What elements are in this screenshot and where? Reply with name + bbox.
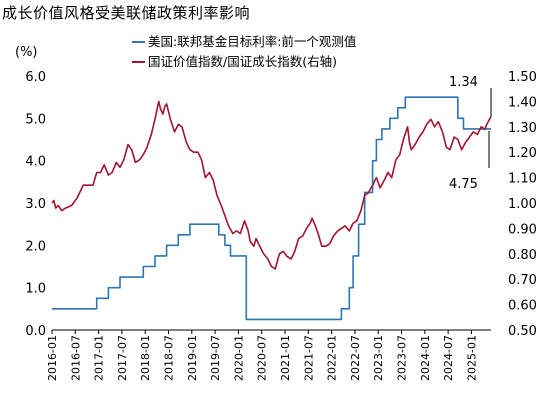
annotation-latest-ratio: 1.34 bbox=[449, 75, 478, 90]
annotation-latest-rate: 4.75 bbox=[449, 177, 478, 192]
x-tick-label: 2016-01 bbox=[46, 335, 59, 381]
right-y-tick-label: 1.00 bbox=[508, 197, 537, 212]
right-y-tick-label: 1.20 bbox=[508, 146, 537, 161]
x-tick-label: 2017-07 bbox=[116, 335, 129, 381]
legend-entry-value-growth-ratio: 国证价值指数/国证成长指数(右轴) bbox=[132, 52, 356, 72]
series-line-fed-rate bbox=[52, 96, 491, 321]
x-tick-label: 2018-01 bbox=[139, 335, 152, 381]
right-y-tick-label: 1.40 bbox=[508, 95, 537, 110]
left-y-tick-label: 4.0 bbox=[25, 155, 46, 170]
right-y-tick-label: 1.50 bbox=[508, 70, 537, 85]
x-tick-label: 2022-07 bbox=[349, 335, 362, 381]
legend-swatch-value-growth-ratio bbox=[132, 61, 145, 63]
x-tick-label: 2023-07 bbox=[396, 335, 409, 381]
right-y-tick-label: 1.10 bbox=[508, 172, 537, 187]
legend-label-fed-rate: 美国:联邦基金目标利率:前一个观测值 bbox=[148, 34, 357, 49]
x-tick-label: 2024-07 bbox=[442, 335, 455, 381]
x-tick-label: 2019-07 bbox=[209, 335, 222, 381]
series-line-value-growth-ratio bbox=[51, 100, 492, 270]
right-y-tick-label: 0.80 bbox=[508, 248, 537, 263]
x-tick-label: 2024-01 bbox=[419, 335, 432, 381]
legend-label-value-growth-ratio: 国证价值指数/国证成长指数(右轴) bbox=[148, 54, 337, 69]
legend-entry-fed-rate: 美国:联邦基金目标利率:前一个观测值 bbox=[132, 32, 356, 52]
x-tick-label: 2023-01 bbox=[372, 335, 385, 381]
right-y-tick-label: 0.90 bbox=[508, 222, 537, 237]
left-y-tick-label: 5.0 bbox=[25, 112, 46, 127]
left-y-tick-label: 0.0 bbox=[25, 324, 46, 339]
right-y-tick-label: 0.70 bbox=[508, 273, 537, 288]
right-y-tick-label: 0.50 bbox=[508, 324, 537, 339]
chart-title: 成长价值风格受美联储政策利率影响 bbox=[2, 4, 251, 22]
left-axis-unit: (%) bbox=[15, 45, 38, 60]
legend: 美国:联邦基金目标利率:前一个观测值 国证价值指数/国证成长指数(右轴) bbox=[132, 32, 356, 72]
x-tick-label: 2020-01 bbox=[232, 335, 245, 381]
right-y-tick-label: 1.30 bbox=[508, 121, 537, 136]
left-y-tick-label: 6.0 bbox=[25, 70, 46, 85]
x-tick-label: 2018-07 bbox=[163, 335, 176, 381]
x-tick-label: 2021-07 bbox=[302, 335, 315, 381]
x-tick-label: 2021-01 bbox=[279, 335, 292, 381]
left-y-tick-label: 1.0 bbox=[25, 282, 46, 297]
x-tick-label: 2016-07 bbox=[69, 335, 82, 381]
left-y-tick-label: 3.0 bbox=[25, 197, 46, 212]
x-tick-label: 2019-01 bbox=[186, 335, 199, 381]
left-y-tick-label: 2.0 bbox=[25, 239, 46, 254]
x-tick-label: 2020-07 bbox=[256, 335, 269, 381]
x-tick-label: 2017-01 bbox=[93, 335, 106, 381]
x-tick-label: 2025-01 bbox=[465, 335, 478, 381]
x-tick-label: 2022-01 bbox=[326, 335, 339, 381]
right-y-tick-label: 0.60 bbox=[508, 299, 537, 314]
legend-swatch-fed-rate bbox=[132, 41, 145, 43]
